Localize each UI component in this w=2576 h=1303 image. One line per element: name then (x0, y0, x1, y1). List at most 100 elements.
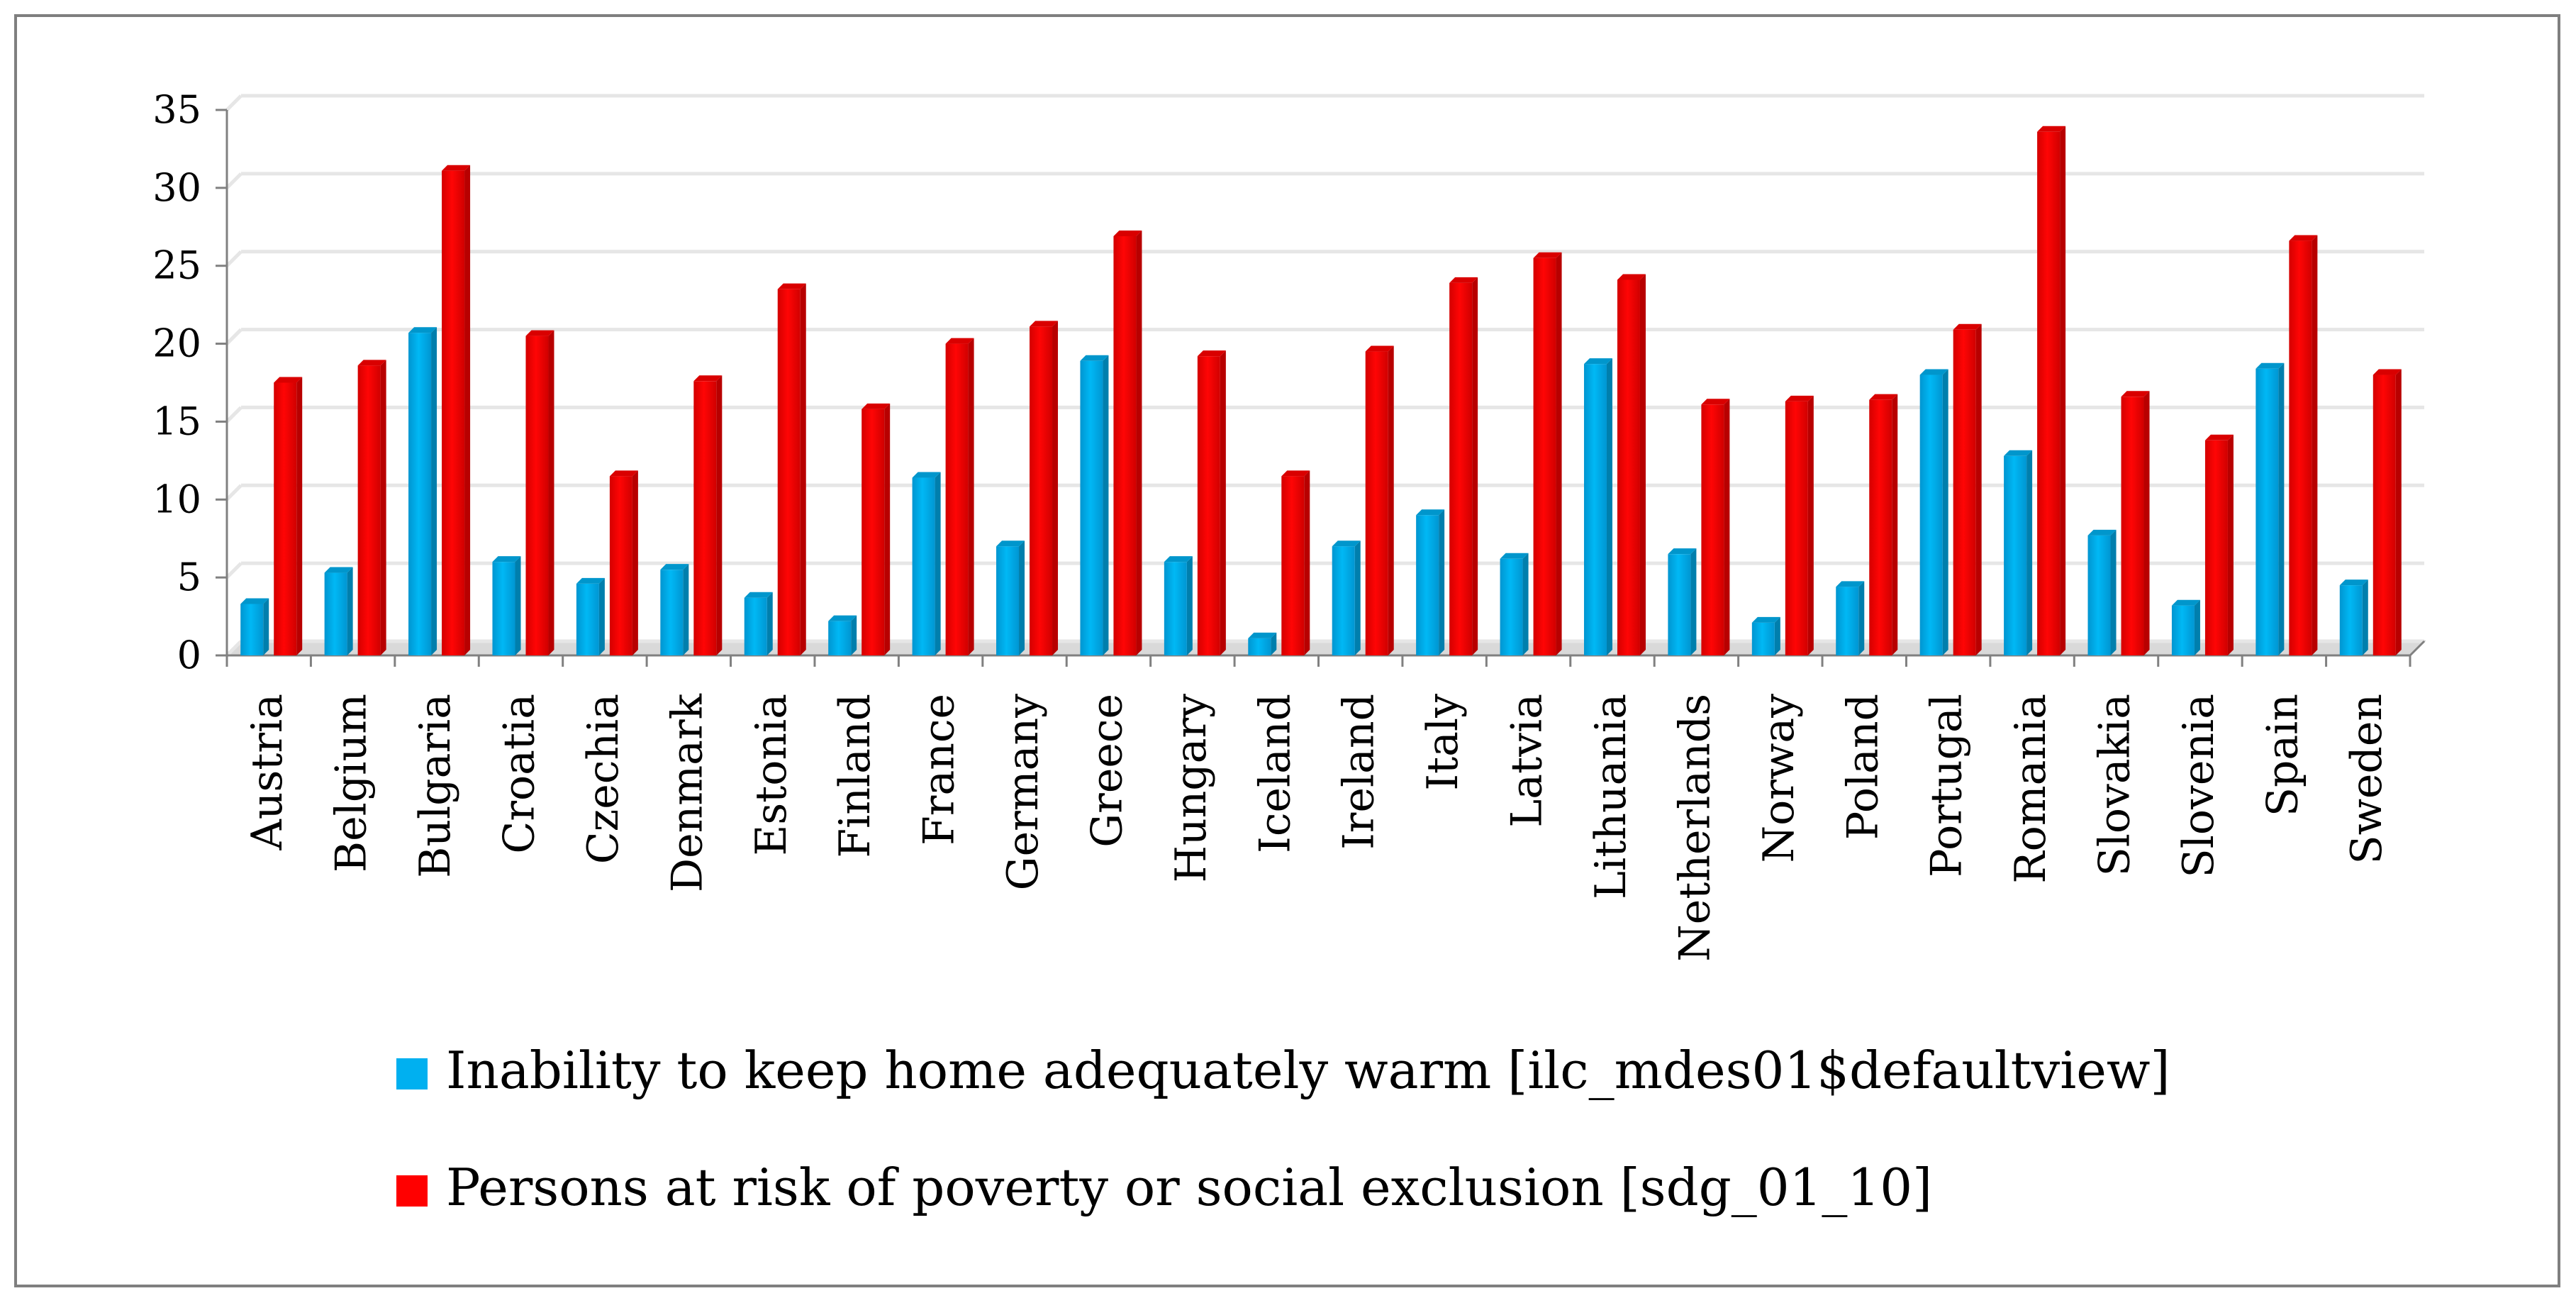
y-tick-label: 15 (152, 399, 201, 443)
legend-label: Persons at risk of poverty or social exc… (446, 1158, 1932, 1217)
x-category-label: Netherlands (1670, 694, 1719, 962)
gridline-depth (225, 406, 242, 423)
x-category-label: Latvia (1502, 694, 1552, 828)
legend-label: Inability to keep home adequately warm [… (446, 1041, 2170, 1100)
bar-warmth-poland (1836, 581, 1865, 655)
bar-poverty-poland (1869, 394, 1898, 655)
bar-poverty-belgium (357, 360, 386, 655)
chart-frame: 0 5 10 15 20 25 30 35 Austria Belgium Bulgaria Cro… (14, 14, 2560, 1287)
bar-poverty-slovenia (2204, 434, 2234, 655)
bar-warmth-portugal (1919, 369, 1948, 655)
bar-poverty-croatia (525, 330, 554, 655)
x-category-label: Croatia (494, 694, 544, 854)
x-category-label: Germany (998, 694, 1048, 890)
bar-warmth-hungary (1164, 556, 1193, 655)
y-tick-label: 35 (152, 87, 201, 132)
bar-poverty-greece (1113, 230, 1142, 655)
x-category-label: Estonia (747, 694, 796, 855)
bar-poverty-portugal (1953, 323, 1982, 655)
y-tick-label: 10 (152, 477, 201, 521)
x-category-label: Italy (1418, 694, 1468, 791)
bar-poverty-germany (1030, 321, 1059, 655)
y-axis-tick-labels: 0 5 10 15 20 25 30 35 (152, 87, 201, 677)
x-category-label: Austria (242, 694, 292, 851)
bar-poverty-denmark (693, 375, 723, 655)
bar-warmth-croatia (492, 556, 521, 655)
x-category-label: Lithuania (1586, 694, 1636, 899)
x-axis-category-labels: Austria Belgium Bulgaria Croatia Czechia Denm… (242, 693, 2392, 961)
bar-poverty-netherlands (1701, 399, 1730, 655)
bar-warmth-austria (240, 598, 269, 655)
bar-warmth-denmark (660, 564, 689, 655)
x-category-label: Hungary (1166, 694, 1216, 882)
bar-warmth-ireland (1332, 540, 1361, 655)
bar-poverty-france (945, 338, 974, 655)
bar-poverty-bulgaria (442, 165, 471, 655)
bar-poverty-finland (862, 403, 891, 655)
x-category-label: Poland (1838, 694, 1888, 840)
bar-poverty-latvia (1533, 252, 1562, 655)
bar-poverty-austria (274, 377, 303, 655)
bar-poverty-hungary (1197, 350, 1226, 655)
bar-warmth-belgium (324, 567, 353, 655)
bar-poverty-ireland (1365, 345, 1394, 655)
bar-warmth-france (912, 472, 941, 655)
x-category-label: Belgium (327, 694, 377, 872)
x-category-label: Iceland (1250, 694, 1300, 853)
bar-poverty-norway (1785, 395, 1814, 655)
bar-warmth-slovenia (2171, 599, 2200, 655)
gridline-depth (225, 328, 242, 345)
bar-warmth-latvia (1500, 553, 1529, 655)
x-category-label: Denmark (662, 693, 712, 892)
bars (240, 126, 2402, 656)
bar-warmth-iceland (1248, 632, 1277, 655)
y-tick-label: 0 (177, 633, 201, 677)
bar-warmth-romania (2004, 450, 2033, 655)
bar-warmth-norway (1751, 616, 1780, 655)
bar-warmth-lithuania (1583, 358, 1612, 655)
x-category-label: Bulgaria (411, 694, 460, 878)
gridline-depth (225, 484, 242, 501)
legend-swatch (396, 1058, 428, 1089)
legend: Inability to keep home adequately warm [… (396, 1041, 2170, 1217)
x-category-label: Slovakia (2090, 694, 2140, 876)
bar-poverty-estonia (777, 283, 806, 656)
bar-warmth-slovakia (2087, 529, 2117, 655)
bar-warmth-italy (1416, 509, 1445, 655)
bar-poverty-spain (2289, 235, 2318, 655)
gridline-depth (225, 562, 242, 579)
x-category-label: France (915, 694, 964, 845)
gridline-depth (225, 250, 242, 267)
bar-warmth-estonia (744, 592, 773, 655)
x-category-label: Czechia (579, 694, 628, 864)
bar-poverty-slovakia (2121, 391, 2150, 655)
legend-entry-warmth: Inability to keep home adequately warm [… (396, 1041, 2170, 1100)
bar-warmth-czechia (576, 577, 605, 655)
bar-warmth-finland (828, 615, 857, 655)
bar-warmth-netherlands (1668, 548, 1697, 655)
bar-warmth-greece (1080, 355, 1109, 655)
x-category-label: Spain (2258, 694, 2307, 816)
y-tick-label: 20 (152, 321, 201, 366)
x-category-label: Ireland (1334, 694, 1384, 850)
x-category-label: Sweden (2342, 694, 2392, 865)
gridline-depth (225, 94, 242, 111)
bar-poverty-iceland (1281, 470, 1310, 655)
y-tick-label: 30 (152, 165, 201, 210)
bar-warmth-bulgaria (408, 327, 437, 655)
x-category-label: Finland (830, 694, 880, 858)
x-category-label: Slovenia (2174, 694, 2224, 877)
x-category-label: Greece (1082, 694, 1132, 848)
legend-swatch (396, 1175, 428, 1207)
bar-poverty-romania (2037, 126, 2066, 655)
gridline-depth (225, 172, 242, 189)
gridline-depth (225, 640, 242, 657)
bar-warmth-germany (996, 540, 1025, 655)
bar-chart: 0 5 10 15 20 25 30 35 Austria Belgium Bulgaria Cro… (152, 87, 2426, 1217)
y-tick-label: 5 (177, 555, 201, 599)
bar-poverty-italy (1449, 277, 1478, 656)
bar-warmth-spain (2256, 362, 2285, 655)
x-category-label: Romania (2006, 694, 2056, 884)
x-axis-depth-line (2409, 640, 2426, 657)
bar-poverty-lithuania (1617, 274, 1646, 655)
